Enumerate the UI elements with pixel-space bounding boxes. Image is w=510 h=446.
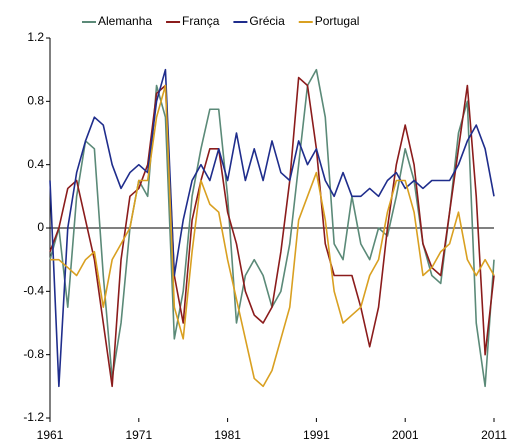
legend-label: França [182,14,220,28]
x-tick-label: 1971 [125,428,152,442]
x-tick-label: 1981 [214,428,241,442]
y-tick-label: -0.8 [23,347,44,361]
y-tick-label: 0.4 [27,157,44,171]
x-tick-label: 2001 [392,428,419,442]
legend-label: Portugal [315,14,360,28]
legend-label: Grécia [249,14,285,28]
y-tick-label: -1.2 [23,410,44,424]
series-line [49,76,495,388]
legend-label: Alemanha [98,14,152,28]
series-line [49,68,495,388]
x-tick-label: 2011 [481,428,507,442]
y-tick-label: 1.2 [27,30,44,44]
y-tick-label: -0.4 [23,284,44,298]
series-line [50,84,495,388]
y-tick-label: 0.8 [27,94,44,108]
x-tick-label: 1961 [37,428,64,442]
y-tick-label: 0 [37,220,44,234]
x-tick-label: 1991 [303,428,330,442]
